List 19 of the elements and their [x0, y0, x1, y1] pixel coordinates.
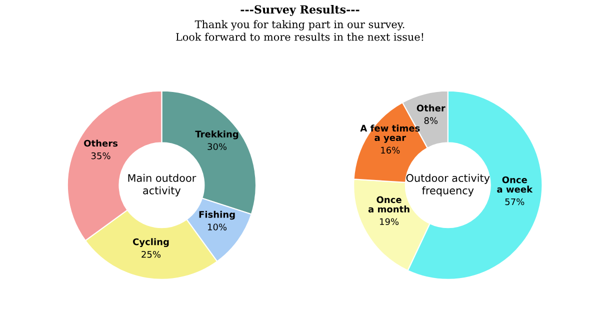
text: Main outdoor activity: [128, 174, 196, 196]
data-label: 16%: [381, 146, 400, 154]
text: ---Survey Results---: [240, 5, 360, 16]
data-label: 57%: [505, 198, 524, 206]
data-label: 30%: [208, 143, 227, 150]
slice-label: Once a week: [497, 176, 533, 193]
slice-label: Cycling: [132, 238, 169, 248]
data-label: 8%: [424, 117, 438, 124]
data-label: 19%: [380, 218, 399, 226]
slice-label: Others: [84, 140, 118, 147]
text: Outdoor activity frequency: [406, 174, 490, 196]
slice-label: Fishing: [199, 210, 235, 220]
data-label: 25%: [142, 250, 161, 258]
text: Thank you for taking part in our survey. Look forward to more results in the next issue!: [176, 20, 424, 41]
slice-label: Trekking: [195, 130, 238, 140]
slice-label: Other: [416, 104, 446, 112]
data-label: 10%: [208, 224, 227, 230]
slice-label: Once a month: [368, 196, 410, 213]
data-label: 35%: [91, 152, 110, 160]
